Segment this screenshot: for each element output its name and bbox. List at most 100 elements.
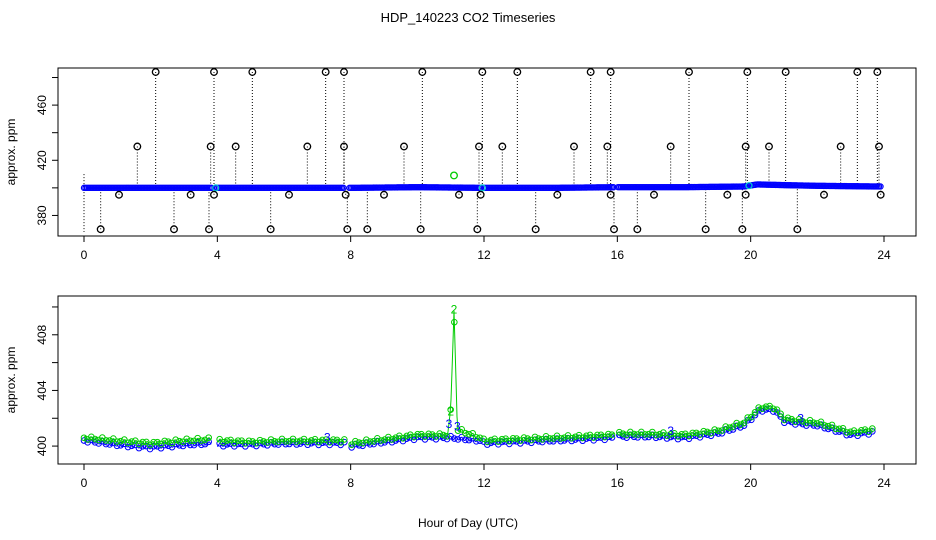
outlier-low <box>633 225 642 234</box>
series-point-green <box>304 438 311 446</box>
series-point-blue <box>135 444 143 452</box>
outlier-mid <box>875 142 883 151</box>
outlier-mid <box>570 142 578 151</box>
panel-top-ticks: 0 4 8 12 16 20 24 380 420 460 <box>35 77 891 262</box>
cyan-point <box>212 184 220 192</box>
series-point-green <box>696 431 704 438</box>
series-point-green <box>271 438 278 445</box>
series-point-green <box>561 434 568 441</box>
outlier-mid <box>400 142 408 151</box>
series-point-green <box>836 425 843 433</box>
series-point-blue <box>220 442 227 450</box>
series-point-green <box>150 438 157 446</box>
series-point-green <box>616 428 623 436</box>
series-point-green <box>352 437 359 445</box>
series-point-green <box>748 413 755 421</box>
outlier-near <box>186 190 195 199</box>
series-point-green <box>828 421 836 429</box>
outlier-mid <box>340 142 348 151</box>
y-tick-label: 404 <box>35 380 49 400</box>
series-point-green <box>388 436 396 443</box>
y-axis-label-top: approx. ppm <box>4 119 18 186</box>
outlier-low <box>96 225 105 234</box>
outlier-high <box>853 68 862 76</box>
series-point-green <box>861 426 869 433</box>
series-line-green <box>83 310 874 446</box>
series-point-green <box>619 430 627 437</box>
series-point-green <box>91 435 99 443</box>
point-label: 3 <box>667 424 674 438</box>
y-tick-label: 460 <box>35 95 49 115</box>
outlier-low <box>738 225 747 234</box>
series-point-green <box>509 435 517 442</box>
outlier-mid <box>498 142 507 151</box>
series-point-green <box>462 429 469 437</box>
series-point-green <box>627 428 634 436</box>
series-point-blue <box>80 437 88 444</box>
series-point-blue <box>113 442 121 450</box>
outlier-near <box>455 190 463 199</box>
series-point-green <box>315 438 322 446</box>
series-point-green <box>535 435 542 442</box>
series-point-blue <box>473 438 480 445</box>
chart-title: HDP_140223 CO2 Timeseries <box>381 10 556 25</box>
series-point-green <box>707 429 715 437</box>
series-point-green <box>106 437 113 444</box>
outlier-low <box>473 225 482 234</box>
series-point-green <box>245 437 253 445</box>
series-point-green <box>223 437 231 444</box>
series-point-green <box>220 439 227 446</box>
series-point-green <box>546 435 553 442</box>
x-tick-label: 12 <box>477 248 491 262</box>
series-point-blue <box>176 442 183 449</box>
point-label: 2 <box>451 303 458 317</box>
series-point-green <box>594 431 601 439</box>
series-point-green <box>168 439 176 447</box>
series-point-green <box>377 437 385 444</box>
outlier-near <box>650 190 658 199</box>
data-point <box>208 184 215 192</box>
y-tick-label: 380 <box>35 205 49 225</box>
series-point-green <box>770 405 777 413</box>
outlier-mid <box>603 142 612 151</box>
series-point-blue <box>168 443 176 451</box>
outlier-low <box>416 225 425 234</box>
series-point-blue <box>102 440 110 448</box>
point-label: 3 <box>446 417 453 431</box>
outlier-low <box>363 225 372 234</box>
outlier-low <box>701 225 710 234</box>
outlier-high <box>606 68 615 76</box>
series-point-green <box>531 433 539 441</box>
outlier-high <box>781 68 790 76</box>
series-point-green <box>689 429 696 437</box>
series-point-green <box>198 437 205 444</box>
series-point-green <box>751 409 759 416</box>
series-point-green <box>330 436 337 443</box>
series-point-blue <box>161 441 168 449</box>
outlier-mid <box>133 142 142 151</box>
series-point-green <box>476 434 484 442</box>
series-point-green <box>414 430 421 438</box>
y-tick-label: 408 <box>35 324 49 344</box>
outlier-mid <box>741 142 750 151</box>
series-point-green <box>465 430 473 438</box>
series-point-green <box>847 428 854 436</box>
outlier-low <box>170 225 178 234</box>
series-point-green <box>700 427 707 435</box>
series-point-green <box>319 436 326 444</box>
series-point-green <box>630 430 638 438</box>
outlier-high <box>743 68 752 76</box>
series-point-green <box>656 430 663 438</box>
series-point-green <box>722 423 729 430</box>
series-point-green <box>359 439 366 447</box>
y-tick-label: 420 <box>35 150 49 170</box>
series-point-green <box>165 438 172 445</box>
series-point-green <box>139 438 146 446</box>
series-point-green <box>693 429 700 437</box>
point-label: 2 <box>447 404 454 418</box>
series-point-green <box>102 437 110 444</box>
series-point-green <box>729 423 737 431</box>
series-point-green <box>557 435 564 442</box>
outlier-high <box>340 68 348 76</box>
